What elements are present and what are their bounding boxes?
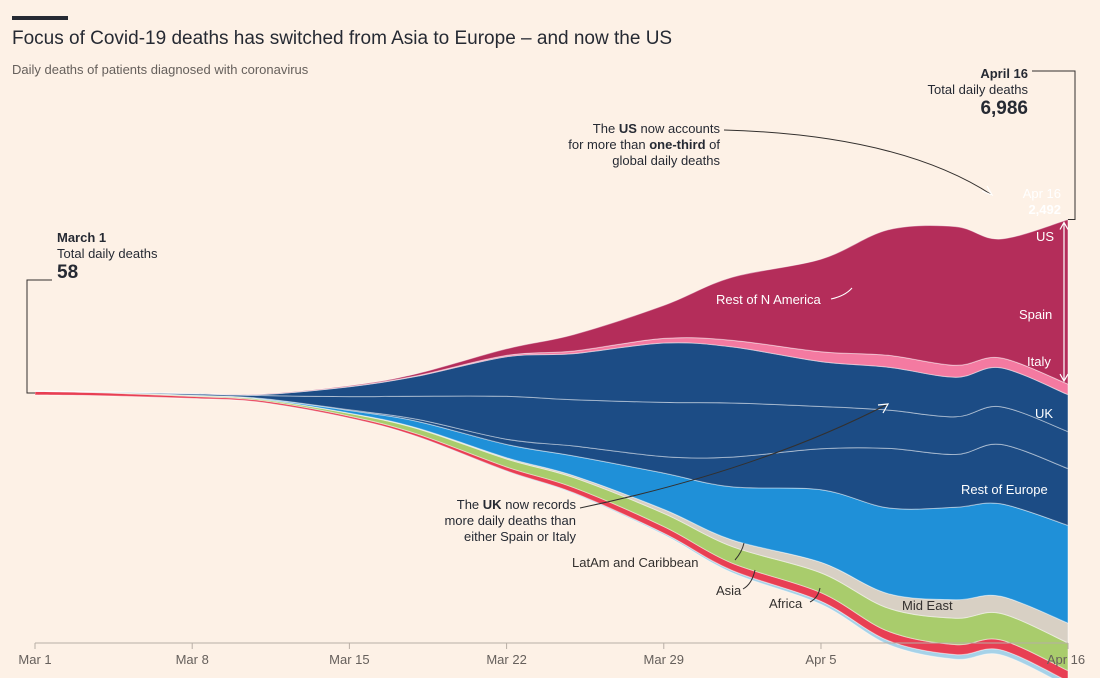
us-note-bold-1: US (618, 121, 637, 136)
us-note: The US now accounts for more than one-th… (530, 121, 720, 169)
series-label-africa: Africa (769, 596, 803, 611)
uk-note-text-2: now records (505, 497, 576, 512)
stream-layer-us (34, 218, 1069, 396)
start-bracket (26, 279, 52, 394)
rest-n-america-leader (830, 287, 853, 300)
series-label-asia: Asia (716, 583, 742, 598)
uk-note-bold: UK (482, 497, 502, 512)
us-note-text-5: global daily deaths (612, 153, 720, 168)
start-annotation: March 1 Total daily deaths 58 (57, 230, 157, 284)
x-tick-label: Mar 15 (329, 652, 370, 667)
chart-subtitle: Daily deaths of patients diagnosed with … (12, 62, 309, 77)
uk-note: The UK now records more daily deaths tha… (400, 497, 576, 545)
uk-note-text-1: The (456, 497, 480, 512)
us-note-text-3: for more than (568, 137, 646, 152)
us-measure-arrow-top (1059, 221, 1069, 230)
end-label: Total daily deaths (927, 82, 1028, 97)
chart-title: Focus of Covid-19 deaths has switched fr… (12, 28, 673, 49)
series-label-mid-east: Mid East (902, 598, 953, 613)
series-label-rest-of-europe: Rest of Europe (961, 482, 1048, 497)
us-value: 2,492 (1028, 202, 1061, 217)
series-label-latam: LatAm and Caribbean (572, 555, 699, 570)
x-tick-label: Mar 8 (175, 652, 209, 667)
end-value: 6,986 (980, 98, 1028, 119)
us-value-annotation: Apr 16 2,492 (990, 186, 1061, 218)
series-label-us: US (1036, 229, 1055, 244)
us-measure-arrow-bottom (1059, 373, 1069, 383)
us-note-text-1: The (592, 121, 616, 136)
series-label-uk: UK (1035, 406, 1054, 421)
africa-leader (809, 587, 821, 603)
us-note-arrowhead (981, 185, 994, 197)
stream-layer-uk (34, 390, 1069, 527)
header-rule (12, 16, 68, 20)
x-tick-label: Mar 22 (486, 652, 527, 667)
start-label: Total daily deaths (57, 246, 158, 261)
uk-note-arrowhead (877, 403, 890, 414)
us-note-text-4: of (709, 137, 720, 152)
us-note-bold-2: one-third (649, 137, 706, 152)
end-bracket (1032, 70, 1076, 220)
us-note-text-2: now accounts (640, 121, 721, 136)
x-tick-label: Apr 16 (1046, 652, 1086, 667)
stream-layer-rest-of-europe (34, 390, 1069, 624)
start-value: 58 (57, 262, 79, 283)
stream-layer-africa (34, 394, 1063, 678)
series-label-rest-n-america: Rest of N America (716, 292, 821, 307)
latam-leader (734, 542, 745, 561)
series-label-italy: Italy (1027, 354, 1051, 369)
asia-leader (742, 569, 756, 590)
start-date: March 1 (57, 230, 107, 245)
uk-note-text-4: either Spain or Italy (463, 529, 576, 544)
uk-note-arrow (579, 403, 889, 509)
x-tick-label: Mar 29 (643, 652, 685, 667)
end-date: April 16 (980, 66, 1028, 81)
stream-layer-latam-and-caribbean (34, 390, 1069, 644)
x-tick-label: Apr 5 (805, 652, 837, 667)
us-note-arrow (723, 129, 993, 196)
x-tick-label: Mar 1 (18, 652, 52, 667)
us-value-date: Apr 16 (1022, 186, 1061, 201)
uk-note-text-3: more daily deaths than (444, 513, 576, 528)
series-label-spain: Spain (1019, 307, 1053, 322)
end-annotation: April 16 Total daily deaths 6,986 (880, 66, 1028, 120)
